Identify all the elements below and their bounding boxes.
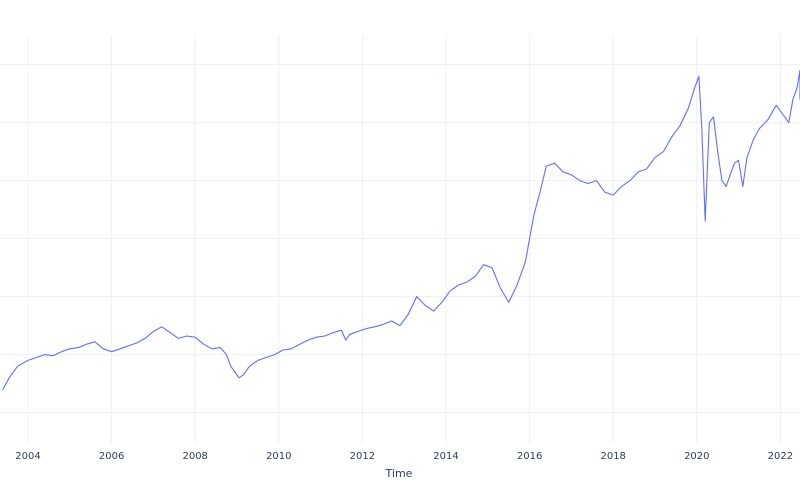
x-tick-label-2006: 2006 — [99, 451, 124, 462]
x-tick-label-2012: 2012 — [350, 451, 375, 462]
x-tick-label-2018: 2018 — [600, 451, 625, 462]
series-layer — [2, 69, 800, 390]
x-axis-title: Time — [385, 467, 413, 480]
x-axis-ticks: 2004 2006 2008 2010 2012 2014 2016 2018 2020 2022 — [15, 451, 793, 462]
x-tick-label-2008: 2008 — [182, 451, 207, 462]
x-tick-label-2010: 2010 — [266, 451, 291, 462]
series-line-0 — [2, 69, 800, 390]
x-tick-label-2016: 2016 — [517, 451, 542, 462]
x-tick-label-2004: 2004 — [15, 451, 40, 462]
x-tick-label-2022: 2022 — [768, 451, 793, 462]
x-tick-label-2014: 2014 — [433, 451, 458, 462]
x-tick-label-2020: 2020 — [684, 451, 709, 462]
grid-layer — [0, 35, 800, 443]
